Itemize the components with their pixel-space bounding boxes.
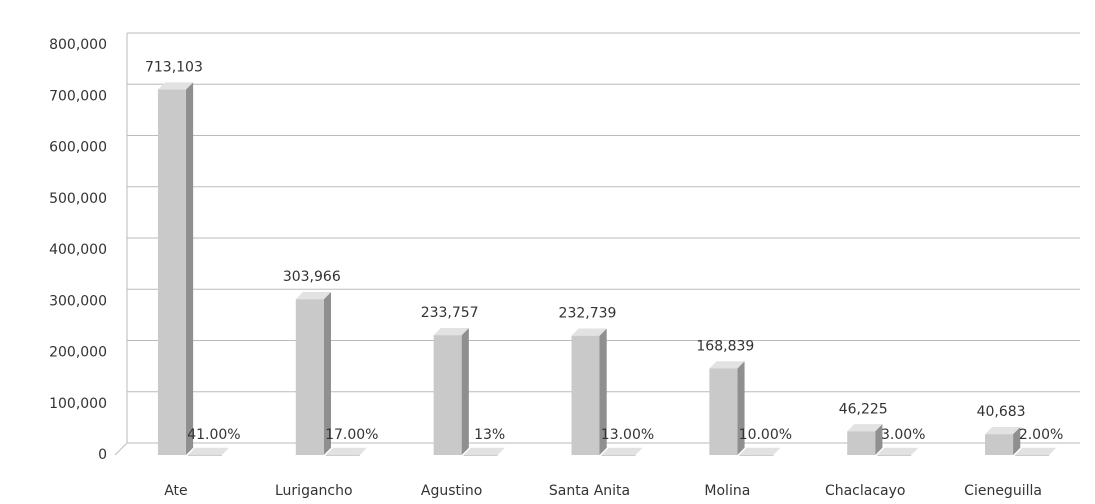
bar — [187, 454, 222, 456]
bar-side — [773, 447, 781, 455]
bar-side — [1049, 447, 1057, 455]
bar-side — [461, 327, 469, 455]
value-label: 303,966 — [283, 269, 341, 285]
value-label: 10.00% — [739, 427, 792, 443]
bar-side — [185, 82, 194, 455]
bar-top — [433, 327, 469, 336]
x-tick-label: Chaclacayo — [825, 483, 906, 499]
bar-top — [295, 292, 331, 300]
bar-side — [1013, 426, 1021, 455]
bar-top — [601, 447, 643, 455]
y-tick-label: 200,000 — [49, 345, 107, 361]
y-tick-label: 100,000 — [49, 396, 107, 412]
value-label: 2.00% — [1019, 427, 1063, 443]
x-tick-label: Lurigancho — [275, 483, 353, 499]
bar-top — [187, 447, 230, 455]
bar-top — [1015, 447, 1057, 455]
value-label: 17.00% — [325, 427, 378, 443]
value-label: 41.00% — [187, 427, 240, 443]
value-label: 13% — [474, 427, 505, 443]
axis-line — [114, 442, 128, 456]
bar-top — [325, 447, 367, 455]
bar — [325, 454, 360, 456]
y-tick-label: 0 — [98, 447, 107, 463]
bar — [601, 454, 636, 456]
value-label: 168,839 — [696, 338, 754, 354]
bar — [1015, 454, 1050, 456]
bar-top — [571, 328, 607, 336]
bar-side — [599, 328, 607, 455]
bar-top — [877, 447, 919, 455]
y-tick-label: 800,000 — [49, 37, 107, 53]
x-tick-label: Agustino — [421, 483, 482, 499]
value-label: 713,103 — [145, 60, 203, 76]
bar — [709, 368, 738, 455]
x-tick-label: Molina — [704, 483, 750, 499]
bar-top — [847, 424, 883, 432]
bar — [295, 299, 324, 455]
bar-top — [463, 447, 505, 455]
bar-top — [157, 82, 194, 90]
bar — [157, 89, 186, 455]
bar-top — [985, 426, 1021, 435]
y-tick-label: 300,000 — [49, 293, 107, 309]
bar-side — [635, 447, 643, 455]
bar-side — [911, 447, 919, 455]
bar — [571, 335, 600, 455]
bar-side — [497, 447, 505, 455]
y-tick-label: 700,000 — [49, 88, 107, 104]
bar-side — [323, 292, 331, 455]
bar-top — [709, 361, 745, 369]
bar-side — [875, 424, 883, 455]
bar — [847, 431, 876, 455]
bar-side — [359, 447, 367, 455]
x-tick-label: Ate — [164, 483, 187, 499]
bar — [463, 454, 498, 456]
bar — [739, 454, 774, 456]
bar-side — [737, 361, 745, 455]
x-tick-label: Cieneguilla — [964, 483, 1042, 499]
y-tick-label: 400,000 — [49, 242, 107, 258]
y-tick-label: 500,000 — [49, 191, 107, 207]
value-label: 13.00% — [601, 427, 654, 443]
bar-top — [739, 447, 781, 455]
bar-side — [221, 447, 230, 455]
value-label: 46,225 — [839, 401, 888, 417]
bar — [433, 335, 462, 455]
value-label: 40,683 — [977, 404, 1026, 420]
x-tick-label: Santa Anita — [549, 483, 630, 499]
value-label: 233,757 — [421, 305, 479, 321]
bar — [985, 434, 1014, 455]
value-label: 3.00% — [881, 427, 925, 443]
bar — [877, 454, 912, 456]
y-tick-label: 600,000 — [49, 140, 107, 156]
value-label: 232,739 — [559, 306, 617, 322]
